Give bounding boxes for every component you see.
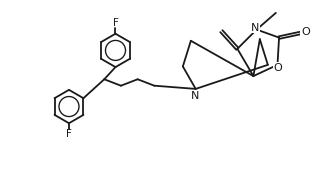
Text: F: F <box>112 18 119 28</box>
Text: N: N <box>191 91 199 101</box>
Text: O: O <box>301 27 310 37</box>
Text: F: F <box>66 129 72 139</box>
Text: N: N <box>251 23 259 33</box>
Text: O: O <box>274 63 283 73</box>
